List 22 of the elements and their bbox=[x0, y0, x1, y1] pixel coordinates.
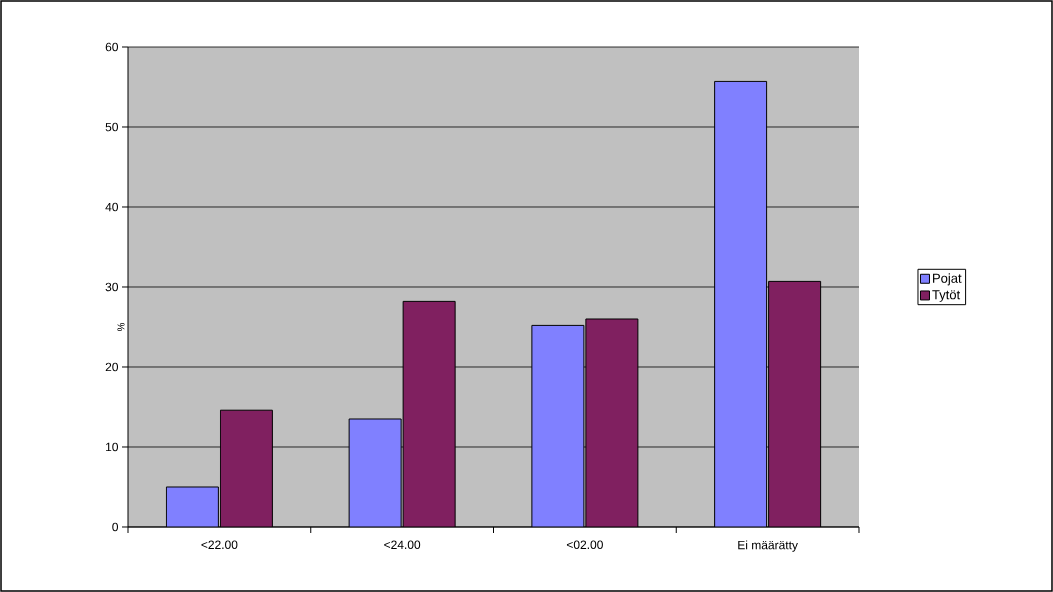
bar bbox=[585, 318, 639, 527]
bar bbox=[768, 280, 822, 527]
legend-label: Tytöt bbox=[932, 290, 961, 302]
x-tick-label: Ei määrätty bbox=[738, 540, 798, 552]
y-tick-label: 50 bbox=[105, 122, 119, 132]
bar bbox=[348, 418, 402, 527]
x-tick-label: <22.00 bbox=[201, 540, 238, 550]
x-tick-label: <02.00 bbox=[566, 540, 603, 550]
y-axis-title: % bbox=[117, 322, 125, 332]
y-tick-label: 10 bbox=[106, 442, 119, 452]
bar bbox=[531, 324, 585, 527]
bar bbox=[219, 409, 273, 527]
x-tick-label: <24.00 bbox=[384, 540, 421, 550]
y-tick-label: 40 bbox=[105, 202, 119, 212]
legend-label: Pojat bbox=[933, 273, 962, 286]
y-tick-label: 30 bbox=[105, 282, 119, 292]
y-tick-label: 60 bbox=[105, 42, 119, 52]
y-tick-label: 20 bbox=[105, 362, 119, 372]
bar bbox=[165, 486, 219, 527]
y-tick-label: 0 bbox=[112, 522, 119, 532]
bar bbox=[714, 80, 768, 527]
bar bbox=[402, 300, 456, 527]
